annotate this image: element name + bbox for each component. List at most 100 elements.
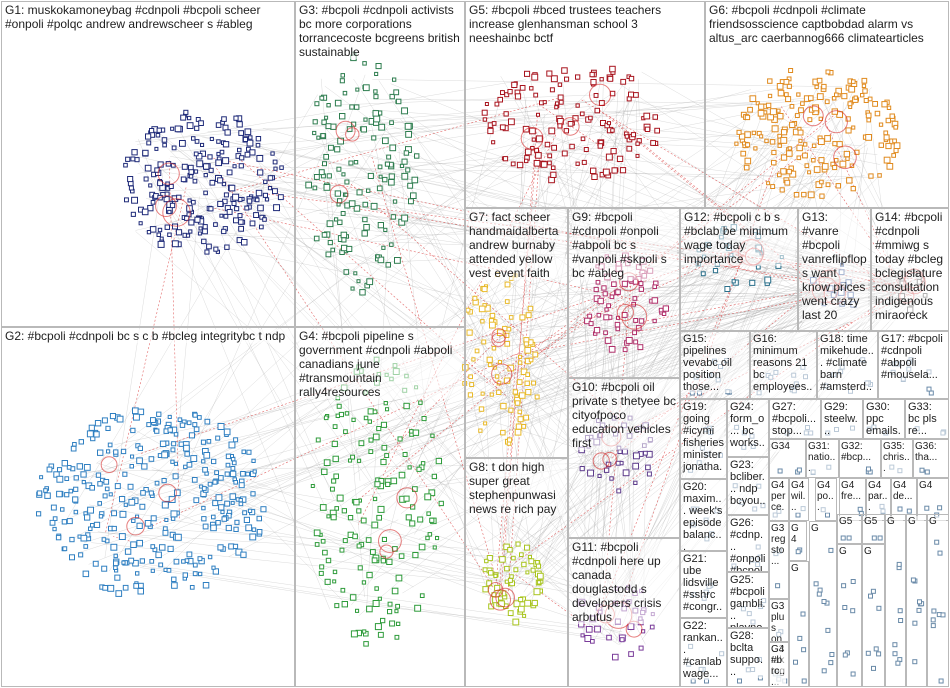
network-node[interactable] bbox=[380, 617, 386, 624]
network-node[interactable] bbox=[383, 401, 388, 406]
network-node[interactable] bbox=[344, 179, 350, 185]
network-node[interactable] bbox=[548, 127, 556, 135]
network-node[interactable] bbox=[535, 152, 542, 159]
network-node[interactable] bbox=[107, 442, 113, 448]
network-node[interactable] bbox=[503, 111, 509, 117]
network-node[interactable] bbox=[78, 439, 84, 445]
network-node[interactable] bbox=[138, 582, 144, 589]
network-node[interactable] bbox=[64, 492, 70, 498]
network-node[interactable] bbox=[318, 169, 325, 176]
network-node[interactable] bbox=[401, 107, 409, 115]
network-node[interactable] bbox=[394, 257, 401, 264]
network-node[interactable] bbox=[157, 180, 164, 187]
network-node[interactable] bbox=[279, 165, 284, 170]
network-node[interactable] bbox=[232, 164, 237, 169]
network-node[interactable] bbox=[405, 514, 412, 521]
network-node[interactable] bbox=[336, 403, 342, 409]
network-node[interactable] bbox=[323, 415, 329, 421]
network-node[interactable] bbox=[241, 239, 248, 246]
network-node[interactable] bbox=[524, 70, 531, 77]
network-node[interactable] bbox=[131, 196, 139, 204]
network-node[interactable] bbox=[36, 511, 42, 517]
network-node[interactable] bbox=[123, 502, 128, 507]
network-node[interactable] bbox=[113, 449, 119, 455]
network-node[interactable] bbox=[597, 143, 604, 149]
network-node[interactable] bbox=[259, 224, 264, 230]
network-node[interactable] bbox=[188, 229, 193, 234]
network-node[interactable] bbox=[395, 98, 402, 105]
network-node[interactable] bbox=[416, 466, 422, 472]
network-node[interactable] bbox=[384, 161, 390, 167]
network-node[interactable] bbox=[390, 477, 398, 485]
network-node[interactable] bbox=[61, 460, 68, 467]
network-node[interactable] bbox=[765, 102, 772, 109]
network-node[interactable] bbox=[764, 138, 769, 144]
network-node[interactable] bbox=[497, 96, 503, 103]
network-node[interactable] bbox=[66, 465, 72, 470]
network-node[interactable] bbox=[90, 523, 95, 528]
network-node[interactable] bbox=[381, 536, 387, 543]
network-node[interactable] bbox=[404, 122, 412, 130]
network-node[interactable] bbox=[183, 464, 188, 470]
network-node[interactable] bbox=[381, 245, 386, 250]
network-node[interactable] bbox=[61, 519, 68, 525]
network-node[interactable] bbox=[204, 418, 211, 425]
network-node[interactable] bbox=[388, 179, 395, 186]
network-node[interactable] bbox=[605, 153, 613, 161]
network-node[interactable] bbox=[87, 506, 94, 514]
network-node[interactable] bbox=[250, 491, 256, 497]
network-node[interactable] bbox=[549, 87, 555, 93]
network-node[interactable] bbox=[514, 93, 522, 100]
network-node[interactable] bbox=[49, 519, 56, 526]
network-node[interactable] bbox=[564, 76, 570, 82]
network-node[interactable] bbox=[744, 157, 752, 165]
network-node[interactable] bbox=[150, 515, 157, 522]
network-node[interactable] bbox=[374, 481, 381, 488]
network-node[interactable] bbox=[114, 574, 121, 581]
network-node[interactable] bbox=[159, 440, 167, 448]
network-node[interactable] bbox=[233, 526, 239, 533]
network-node[interactable] bbox=[313, 174, 320, 180]
network-node[interactable] bbox=[435, 457, 443, 465]
network-node[interactable] bbox=[238, 225, 244, 232]
network-node[interactable] bbox=[224, 500, 231, 507]
network-node[interactable] bbox=[140, 490, 146, 496]
network-node[interactable] bbox=[39, 475, 44, 480]
network-node[interactable] bbox=[214, 470, 219, 476]
network-node[interactable] bbox=[277, 194, 284, 201]
network-node[interactable] bbox=[166, 568, 172, 573]
network-node[interactable] bbox=[159, 236, 164, 241]
network-node[interactable] bbox=[339, 113, 346, 120]
network-node[interactable] bbox=[251, 458, 256, 464]
network-node[interactable] bbox=[173, 432, 179, 437]
network-node[interactable] bbox=[72, 442, 77, 447]
network-node[interactable] bbox=[81, 480, 86, 485]
network-node[interactable] bbox=[334, 506, 339, 511]
network-node[interactable] bbox=[319, 564, 325, 570]
network-node[interactable] bbox=[373, 89, 378, 94]
network-node[interactable] bbox=[157, 227, 163, 233]
network-node[interactable] bbox=[885, 142, 892, 150]
network-node[interactable] bbox=[139, 503, 146, 510]
network-node[interactable] bbox=[148, 490, 154, 496]
network-node[interactable] bbox=[332, 579, 337, 584]
network-node[interactable] bbox=[377, 164, 383, 170]
network-node[interactable] bbox=[361, 230, 368, 237]
network-node[interactable] bbox=[487, 127, 494, 135]
network-node[interactable] bbox=[804, 163, 810, 169]
network-node[interactable] bbox=[143, 176, 149, 182]
network-node[interactable] bbox=[135, 571, 140, 576]
network-node[interactable] bbox=[238, 130, 245, 136]
network-node[interactable] bbox=[362, 84, 370, 92]
network-node[interactable] bbox=[348, 458, 353, 463]
network-node[interactable] bbox=[95, 472, 102, 478]
network-node[interactable] bbox=[121, 560, 126, 565]
network-node[interactable] bbox=[197, 231, 202, 236]
network-node[interactable] bbox=[130, 427, 136, 434]
network-node[interactable] bbox=[215, 435, 221, 441]
network-node[interactable] bbox=[628, 75, 635, 82]
network-node[interactable] bbox=[386, 154, 392, 160]
network-node[interactable] bbox=[253, 212, 260, 219]
network-node[interactable] bbox=[321, 468, 328, 476]
network-node[interactable] bbox=[202, 523, 209, 530]
